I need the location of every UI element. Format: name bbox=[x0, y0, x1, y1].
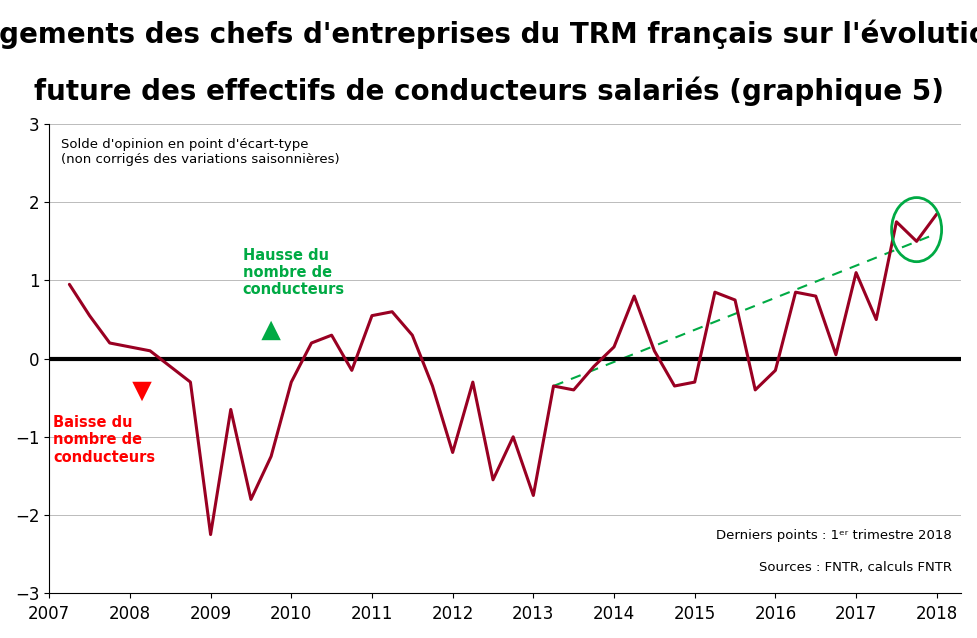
Text: Hausse du
nombre de
conducteurs: Hausse du nombre de conducteurs bbox=[243, 248, 345, 297]
Text: Solde d'opinion en point d'écart-type
(non corrigés des variations saisonnières): Solde d'opinion en point d'écart-type (n… bbox=[62, 138, 340, 166]
Text: Baisse du
nombre de
conducteurs: Baisse du nombre de conducteurs bbox=[54, 415, 155, 464]
Text: Derniers points : 1ᵉʳ trimestre 2018: Derniers points : 1ᵉʳ trimestre 2018 bbox=[716, 529, 952, 542]
Text: Jugements des chefs d'entreprises du TRM français sur l'évolution: Jugements des chefs d'entreprises du TRM… bbox=[0, 19, 977, 48]
Text: future des effectifs de conducteurs salariés (graphique 5): future des effectifs de conducteurs sala… bbox=[33, 77, 944, 106]
Text: Sources : FNTR, calculs FNTR: Sources : FNTR, calculs FNTR bbox=[759, 561, 952, 574]
